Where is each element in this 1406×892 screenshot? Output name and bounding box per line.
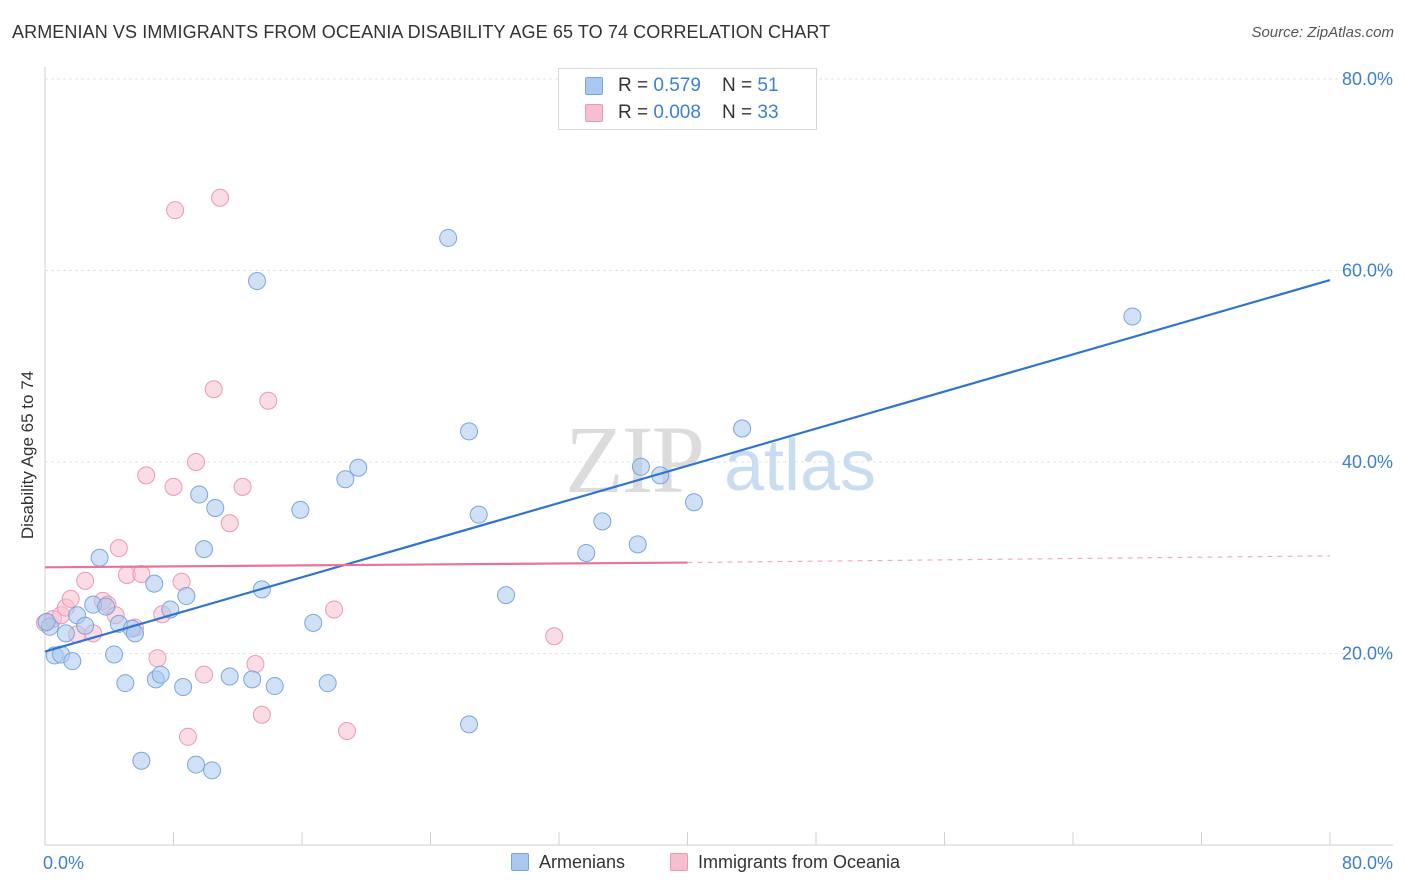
bottom-legend-armenians: Armenians [511, 852, 625, 873]
oceania-point-26 [220, 514, 239, 533]
oceania-point-29 [252, 705, 271, 724]
armenians-point-29 [248, 272, 267, 291]
oceania-point-28 [246, 655, 265, 674]
armenians-point-50 [37, 612, 56, 631]
oceania-point-23 [195, 665, 214, 684]
trendline-oceania-extension [687, 555, 1331, 564]
oceania-point-30 [259, 391, 278, 410]
oceania-point-22 [186, 453, 205, 471]
bottom-legend-oceania: Immigrants from Oceania [670, 852, 900, 873]
trendline-oceania [44, 561, 688, 569]
armenians-point-40 [469, 505, 488, 524]
watermark-zip: ZIP [565, 406, 703, 513]
oceania-point-31 [325, 600, 344, 619]
armenians-point-22 [186, 755, 205, 774]
armenians-point-44 [628, 535, 647, 554]
armenians-point-42 [577, 543, 596, 562]
armenians-point-6 [76, 616, 95, 635]
legend-stats-armenians: R = 0.579 N = 51 [618, 75, 779, 96]
legend-swatch-oceania [585, 104, 603, 122]
armenians-point-3 [56, 624, 75, 643]
armenians-point-12 [116, 674, 135, 693]
tick-labels: 20.0% 40.0% 60.0% 80.0% 0.0% 80.0% [43, 69, 1393, 873]
oceania-point-6 [76, 571, 95, 590]
oceania-point-11 [109, 539, 128, 558]
armenians-point-23 [190, 485, 209, 504]
oceania-point-32 [337, 722, 356, 741]
armenians-point-31 [265, 677, 284, 696]
y-tick-label-3: 80.0% [1342, 69, 1393, 89]
y-axis-label: Disability Age 65 to 74 [18, 370, 37, 540]
grid-layer [45, 78, 1393, 654]
bottom-legend-label-armenians: Armenians [539, 852, 626, 872]
armenians-point-21 [177, 587, 196, 606]
x-tick-label-0: 0.0% [43, 853, 84, 873]
armenians-point-18 [151, 665, 170, 684]
oceania-point-16 [148, 649, 167, 668]
oceania-point-19 [166, 201, 185, 220]
chart-title: ARMENIAN VS IMMIGRANTS FROM OCEANIA DISA… [12, 22, 831, 42]
armenians-point-48 [733, 419, 752, 438]
armenians-point-10 [105, 645, 124, 664]
correlation-legend: R = 0.579 N = 51 R = 0.008 N = 33 [558, 68, 817, 130]
armenians-point-27 [220, 667, 239, 686]
armenians-point-47 [684, 493, 703, 512]
n-value-armenians: 51 [757, 75, 779, 96]
y-tick-label-2: 60.0% [1342, 261, 1393, 281]
legend-stats-oceania: R = 0.008 N = 33 [618, 102, 779, 123]
armenians-point-39 [460, 422, 479, 441]
armenians-point-26 [206, 498, 225, 517]
oceania-point-21 [178, 727, 197, 746]
source-label: Source: ZipAtlas.com [1251, 24, 1394, 41]
armenians-point-45 [631, 457, 650, 476]
r-value-armenians: 0.579 [653, 75, 701, 96]
trendline-armenians [44, 279, 1331, 653]
armenians-point-16 [145, 574, 164, 593]
bottom-legend-label-oceania: Immigrants from Oceania [698, 852, 901, 872]
oceania-point-33 [545, 627, 564, 646]
oceania-point-15 [137, 466, 156, 485]
armenians-point-25 [203, 761, 222, 780]
armenians-point-8 [90, 548, 109, 567]
armenians-point-41 [496, 586, 515, 605]
oceania-point-24 [204, 380, 223, 399]
legend-swatch-armenians [585, 77, 603, 95]
armenians-point-20 [174, 678, 193, 697]
n-value-oceania: 33 [757, 102, 779, 123]
watermark: ZIP atlas [565, 406, 876, 513]
armenians-point-34 [318, 674, 337, 693]
armenians-point-36 [349, 458, 368, 477]
armenians-point-24 [195, 540, 214, 559]
armenians-point-35 [336, 470, 355, 489]
trend-lines [44, 279, 1331, 653]
x-tick-label-1: 80.0% [1342, 853, 1393, 873]
bottom-legend-swatch-armenians [511, 853, 529, 871]
armenians-point-33 [304, 613, 323, 632]
armenians-point-38 [460, 715, 479, 734]
armenians-point-32 [291, 500, 310, 519]
watermark-atlas: atlas [724, 426, 876, 506]
oceania-point-4 [61, 589, 80, 608]
oceania-point-27 [233, 477, 252, 496]
armenians-point-9 [97, 597, 116, 616]
y-tick-label-0: 20.0% [1342, 644, 1393, 664]
series-armenians-points [37, 228, 1142, 780]
axis-layer [44, 67, 1393, 846]
armenians-point-28 [243, 670, 262, 689]
y-tick-label-1: 40.0% [1342, 452, 1393, 472]
armenians-point-4 [63, 652, 82, 671]
oceania-point-25 [211, 188, 230, 207]
bottom-legend-swatch-oceania [670, 853, 688, 871]
oceania-point-18 [164, 477, 183, 496]
armenians-point-43 [593, 512, 612, 531]
armenians-point-15 [132, 751, 151, 770]
r-value-oceania: 0.008 [653, 102, 701, 123]
armenians-point-37 [439, 228, 458, 247]
armenians-point-49 [1123, 307, 1142, 326]
